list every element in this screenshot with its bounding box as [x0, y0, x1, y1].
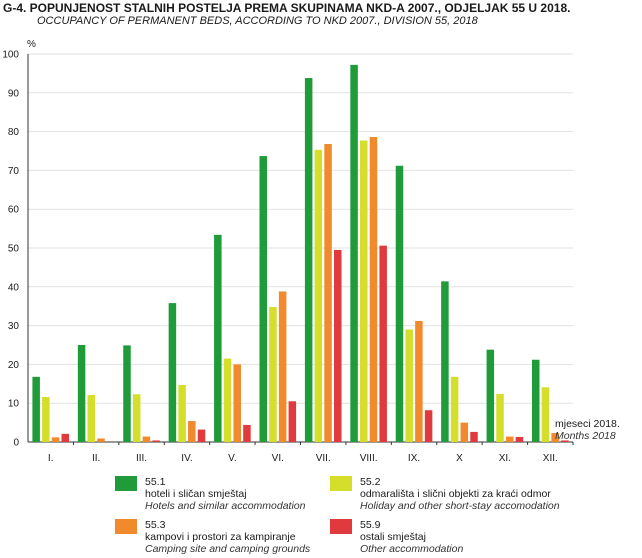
bar-55-3-10 [460, 422, 469, 442]
x-tick-label: III. [136, 453, 147, 464]
bar-55-9-4 [197, 429, 206, 442]
x-tick-label: IX. [408, 453, 420, 464]
x-axis-label: mjeseci 2018. Months 2018 [555, 418, 620, 442]
bar-55-9-12 [561, 440, 569, 442]
bar-55-3-9 [415, 320, 423, 442]
bar-55-1-6 [259, 156, 267, 442]
legend-label-en-55-1: Hotels and similar accommodation [145, 500, 306, 512]
bar-55-3-7 [324, 144, 332, 443]
x-tick-label: IV. [181, 453, 192, 464]
bar-55-3-2 [97, 438, 105, 442]
y-tick-label: 20 [8, 360, 20, 371]
chart-title: G-4. POPUNJENOST STALNIH POSTELJA PREMA … [3, 1, 571, 15]
y-tick-label: 30 [8, 321, 20, 332]
x-tick-label: II. [92, 453, 100, 464]
bar-55-9-6 [288, 401, 297, 442]
bar-55-2-2 [87, 395, 96, 442]
legend-label-55-2: odmarališta i slični objekti za kraći od… [360, 488, 551, 500]
bar-55-1-3 [123, 345, 131, 442]
legend-label-55-9: ostali smještaj [360, 531, 426, 543]
bar-55-1-11 [486, 349, 495, 442]
x-tick-label: XII. [543, 453, 558, 464]
bar-55-9-11 [515, 436, 524, 442]
bar-55-9-9 [424, 410, 433, 442]
legend-code-55-2: 55.2 [360, 476, 381, 488]
bar-55-1-5 [214, 234, 222, 442]
bar-55-2-5 [223, 358, 232, 442]
x-tick-label: VI. [272, 453, 284, 464]
y-tick-label: 70 [8, 166, 20, 177]
legend-label-en-55-3: Camping site and camping grounds [145, 543, 311, 555]
x-tick-label: X [456, 453, 463, 464]
legend-code-55-9: 55.9 [360, 519, 381, 531]
legend-label-en-55-2: Holiday and other short-stay accomodatio… [360, 500, 560, 512]
bar-55-3-1 [51, 437, 60, 442]
bar-55-9-5 [243, 424, 251, 442]
legend-swatch-55-1 [115, 476, 137, 491]
bar-55-2-10 [450, 376, 459, 442]
bar-55-3-5 [233, 364, 241, 442]
x-axis-label-hr: mjeseci 2018. [555, 418, 620, 430]
bar-55-2-4 [178, 384, 186, 442]
x-tick-label: XI. [499, 453, 511, 464]
x-axis-label-en: Months 2018 [555, 430, 616, 442]
y-tick-label: 60 [8, 205, 20, 216]
legend-label-55-1: hoteli i sličan smještaj [145, 488, 247, 500]
y-axis-unit: % [27, 39, 36, 50]
legend-code-55-1: 55.1 [145, 476, 166, 488]
bar-55-3-8 [369, 137, 378, 443]
bar-55-2-9 [405, 329, 413, 442]
bar-55-1-8 [350, 64, 358, 442]
bar-55-2-7 [314, 149, 323, 442]
bar-55-1-2 [77, 345, 86, 442]
legend-label-55-3: kampovi i prostori za kampiranje [145, 531, 296, 543]
y-tick-label: 50 [8, 244, 20, 255]
bar-55-2-8 [360, 140, 368, 443]
bar-55-3-11 [505, 436, 514, 442]
bar-55-2-12 [541, 387, 550, 442]
bar-55-1-12 [531, 359, 540, 442]
bar-55-3-12 [551, 433, 559, 442]
x-tick-label: VIII. [360, 453, 378, 464]
bar-55-1-4 [168, 303, 177, 442]
bar-55-1-7 [304, 78, 313, 442]
x-tick-label: V. [228, 453, 237, 464]
chart-subtitle: OCCUPANCY OF PERMANENT BEDS, ACCORDING T… [37, 15, 478, 27]
bar-55-9-10 [470, 431, 478, 442]
bar-55-1-10 [441, 281, 449, 442]
legend-code-55-3: 55.3 [145, 519, 166, 531]
bar-55-2-1 [42, 396, 50, 442]
bar-55-2-6 [269, 306, 277, 442]
bar-55-9-1 [61, 433, 70, 442]
bar-55-9-7 [334, 249, 342, 442]
y-tick-label: 100 [2, 50, 19, 61]
x-tick-label: I. [48, 453, 54, 464]
y-tick-label: 0 [13, 438, 19, 449]
x-tick-label: VII. [316, 453, 331, 464]
bar-55-2-11 [496, 393, 504, 442]
bar-55-1-9 [395, 165, 404, 442]
bar-55-3-4 [188, 421, 196, 442]
bar-55-3-3 [142, 436, 151, 442]
legend-swatch-55-9 [330, 519, 352, 534]
y-tick-label: 10 [8, 399, 20, 410]
legend-swatch-55-2 [330, 476, 352, 491]
bar-55-3-6 [278, 291, 287, 442]
bar-55-9-3 [152, 440, 160, 442]
bar-55-2-3 [132, 394, 141, 442]
y-tick-label: 80 [8, 127, 20, 138]
y-tick-label: 40 [8, 282, 20, 293]
bar-55-9-8 [379, 245, 387, 442]
bar-55-1-1 [32, 376, 40, 442]
legend-label-en-55-9: Other accommodation [360, 543, 464, 555]
y-tick-label: 90 [8, 88, 20, 99]
legend-swatch-55-3 [115, 519, 137, 534]
